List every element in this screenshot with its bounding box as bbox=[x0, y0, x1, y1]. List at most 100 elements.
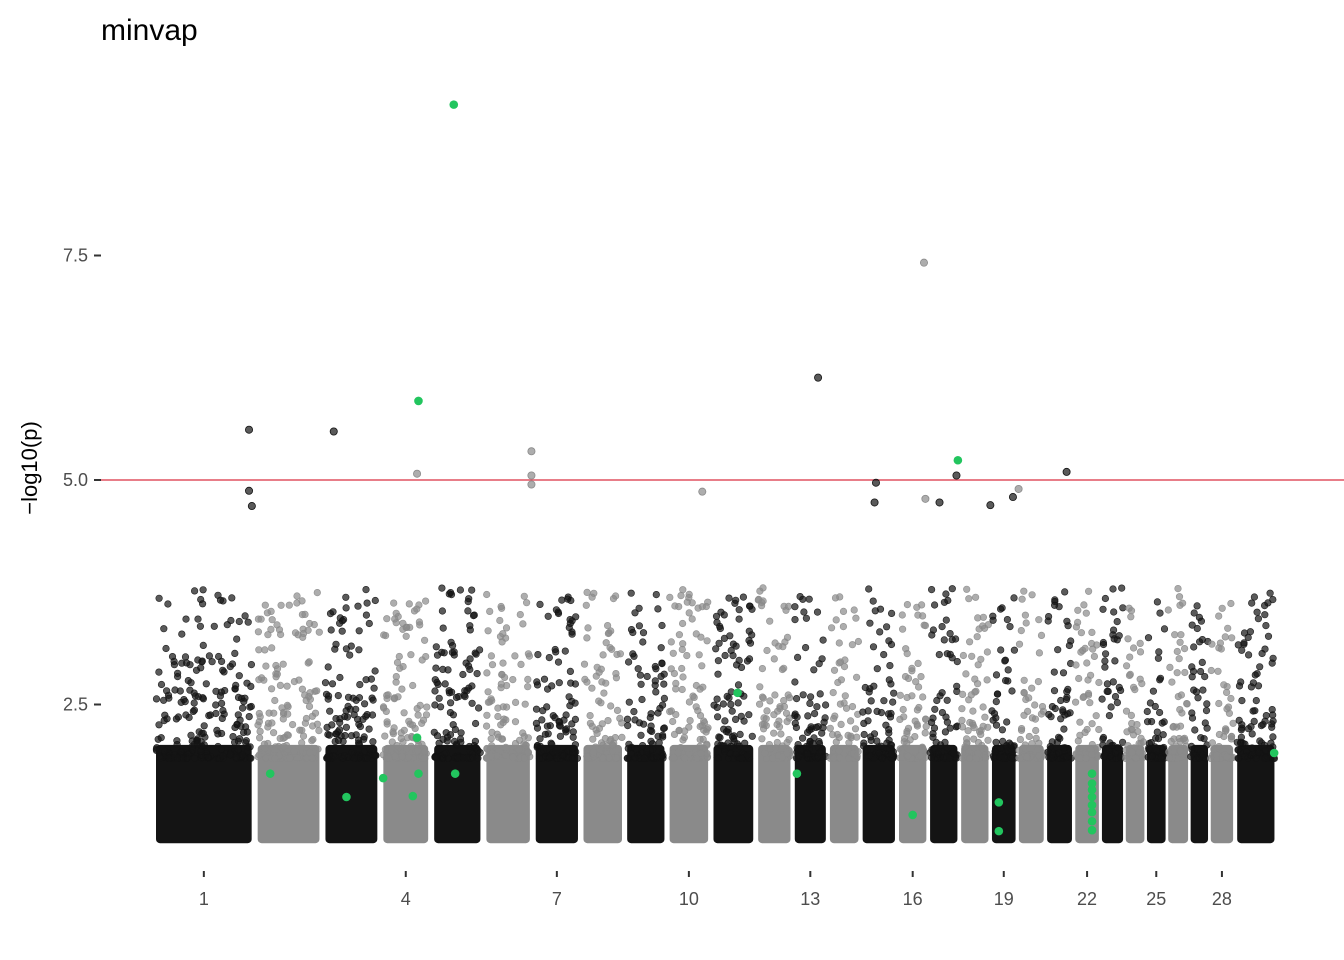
snp-point bbox=[930, 601, 939, 609]
snp-point bbox=[161, 747, 169, 755]
snp-point bbox=[419, 716, 428, 724]
snp-point bbox=[231, 723, 239, 732]
snp-point bbox=[328, 721, 336, 729]
chromosome-core bbox=[486, 744, 530, 844]
snp-point bbox=[466, 655, 474, 663]
snp-point bbox=[400, 726, 408, 734]
snp-point bbox=[1260, 741, 1268, 749]
snp-point bbox=[1195, 638, 1204, 646]
snp-point bbox=[267, 607, 275, 616]
snp-point bbox=[1160, 625, 1169, 633]
snp-point bbox=[1086, 699, 1094, 707]
snp-point bbox=[981, 713, 989, 721]
snp-point bbox=[244, 618, 252, 626]
snp-point bbox=[735, 615, 743, 623]
snp-point bbox=[791, 719, 799, 727]
snp-point bbox=[1022, 619, 1030, 627]
snp-point bbox=[242, 723, 250, 731]
snp-point bbox=[692, 630, 700, 638]
snp-point bbox=[160, 696, 168, 704]
snp-point bbox=[712, 612, 721, 620]
snp-point bbox=[759, 584, 767, 592]
snp-point bbox=[758, 664, 767, 673]
snp-point bbox=[1248, 744, 1256, 752]
snp-point bbox=[347, 732, 356, 740]
snp-point bbox=[285, 601, 293, 609]
chromosome-core bbox=[1168, 744, 1189, 844]
top-snp-point bbox=[527, 480, 536, 489]
snp-point bbox=[840, 662, 849, 671]
snp-point bbox=[745, 711, 753, 719]
snp-point bbox=[483, 711, 491, 719]
snp-point bbox=[1198, 658, 1206, 667]
snp-point bbox=[155, 668, 163, 676]
snp-point bbox=[946, 650, 954, 659]
snp-point bbox=[381, 745, 390, 754]
snp-point bbox=[1050, 601, 1059, 609]
snp-point bbox=[896, 691, 904, 699]
snp-point bbox=[280, 742, 288, 751]
snp-point bbox=[255, 646, 263, 654]
snp-point bbox=[362, 585, 370, 594]
snp-point bbox=[1129, 731, 1138, 739]
snp-point bbox=[605, 754, 613, 762]
snp-point bbox=[1154, 734, 1163, 743]
snp-point bbox=[965, 696, 973, 704]
snp-point bbox=[236, 716, 244, 724]
snp-point bbox=[1065, 641, 1073, 650]
snp-point bbox=[311, 709, 320, 717]
snp-point bbox=[445, 590, 453, 598]
snp-point bbox=[938, 708, 947, 717]
snp-point bbox=[589, 735, 597, 743]
snp-point bbox=[970, 735, 978, 743]
snp-point bbox=[1076, 718, 1084, 726]
snp-point bbox=[1215, 644, 1223, 652]
snp-point bbox=[699, 735, 707, 744]
snp-point bbox=[1178, 599, 1187, 607]
snp-point bbox=[262, 662, 270, 670]
x-tick-label: 19 bbox=[994, 889, 1014, 909]
snp-point bbox=[583, 678, 591, 686]
snp-point bbox=[1151, 702, 1159, 711]
snp-point bbox=[435, 694, 443, 702]
snp-point bbox=[971, 675, 979, 683]
snp-point bbox=[1255, 748, 1263, 757]
snp-point bbox=[913, 720, 921, 728]
snp-point bbox=[1238, 646, 1246, 654]
snp-point bbox=[880, 650, 888, 659]
snp-point bbox=[807, 723, 815, 731]
snp-point bbox=[834, 678, 842, 687]
snp-point bbox=[370, 684, 378, 692]
snp-point bbox=[498, 735, 506, 743]
snp-point bbox=[758, 735, 766, 743]
snp-point bbox=[1175, 655, 1183, 663]
snp-point bbox=[851, 725, 860, 733]
snp-point bbox=[1059, 708, 1067, 716]
snp-point bbox=[235, 672, 243, 680]
chromosome-core bbox=[713, 744, 754, 844]
snp-point bbox=[1003, 718, 1011, 726]
snp-point bbox=[503, 703, 511, 711]
snp-point bbox=[301, 691, 309, 699]
snp-point bbox=[264, 719, 273, 727]
snp-point bbox=[1167, 737, 1175, 746]
highlighted-snp-point bbox=[414, 769, 423, 778]
snp-point bbox=[854, 637, 863, 646]
chromosome-core bbox=[535, 744, 578, 844]
snp-point bbox=[880, 697, 888, 705]
snp-point bbox=[421, 747, 429, 756]
snp-point bbox=[468, 682, 476, 690]
snp-point bbox=[943, 718, 952, 726]
snp-point bbox=[1109, 585, 1117, 593]
snp-point bbox=[541, 730, 550, 738]
snp-point bbox=[200, 722, 208, 730]
snp-point bbox=[498, 670, 506, 679]
snp-point bbox=[449, 721, 457, 729]
snp-point bbox=[1249, 707, 1257, 715]
snp-point bbox=[407, 742, 415, 751]
snp-point bbox=[871, 607, 879, 615]
snp-point bbox=[475, 704, 483, 712]
snp-point bbox=[961, 743, 969, 751]
snp-point bbox=[666, 707, 674, 716]
snp-point bbox=[801, 643, 810, 652]
